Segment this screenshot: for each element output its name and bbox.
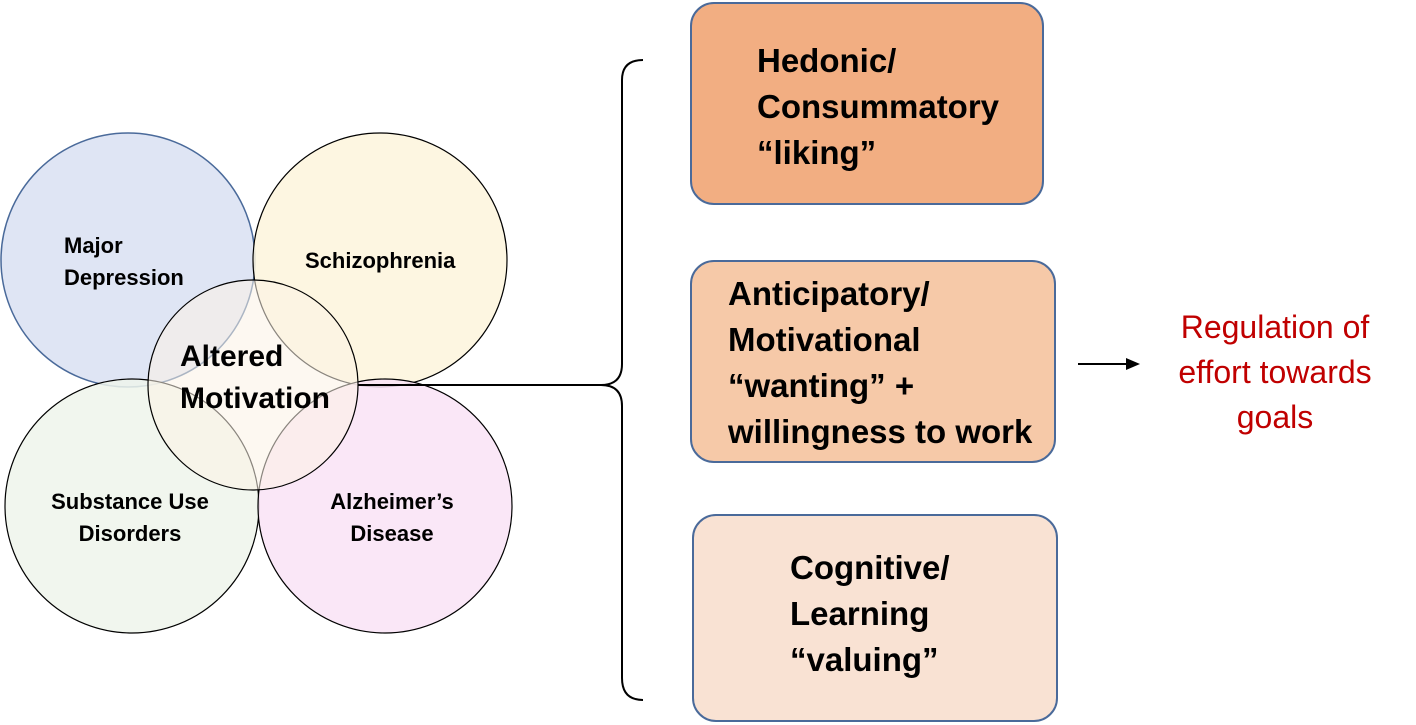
hedonic-label: Hedonic/ Consummatory “liking” xyxy=(757,42,1000,171)
hedonic-box xyxy=(690,2,1044,205)
outcome-label: Regulation of effort towards goals xyxy=(1178,309,1372,435)
substance-use-label: Substance Use Disorders xyxy=(51,489,209,546)
schizophrenia-label: Schizophrenia xyxy=(305,248,456,273)
anticipatory-box xyxy=(690,260,1056,463)
outcome-arrow-head xyxy=(1126,358,1140,370)
cognitive-label: Cognitive/ Learning “valuing” xyxy=(790,549,950,678)
cognitive-box xyxy=(692,514,1058,722)
alzheimers-label: Alzheimer’s Disease xyxy=(330,489,454,546)
anticipatory-label: Anticipatory/ Motivational “wanting” + w… xyxy=(728,275,1033,450)
curly-brace xyxy=(600,59,644,701)
altered-motivation-label: Altered Motivation xyxy=(180,340,330,415)
major-depression-label: Major Depression xyxy=(64,233,184,290)
